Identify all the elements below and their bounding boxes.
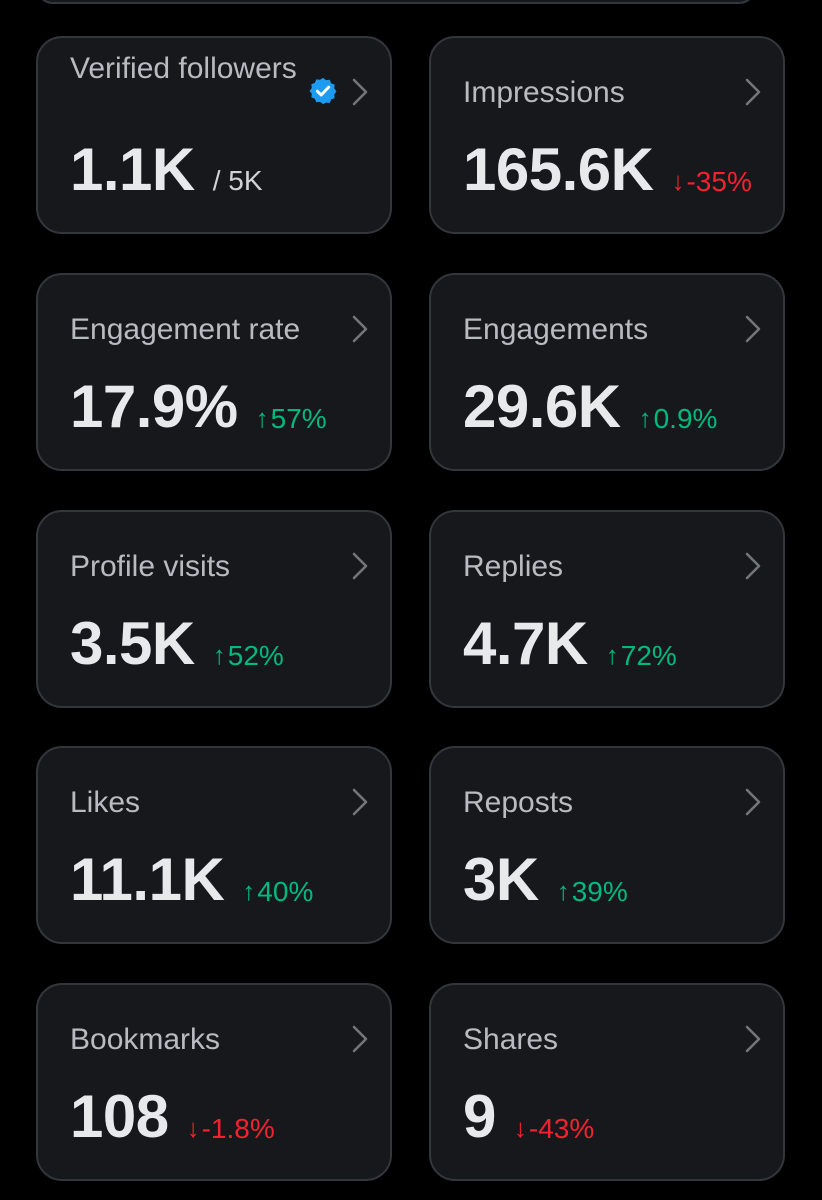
metric-title: Impressions <box>463 76 625 109</box>
metric-change: ↓ -35% <box>671 166 751 198</box>
chevron-right-icon <box>745 78 761 106</box>
metric-card-impressions[interactable]: Impressions 165.6K ↓ -35% <box>429 36 785 234</box>
metric-title: Shares <box>463 1023 559 1056</box>
arrow-down-icon: ↓ <box>186 1113 200 1143</box>
metric-card-profile-visits[interactable]: Profile visits 3.5K ↑ 52% <box>36 510 392 708</box>
chevron-right-icon <box>745 1025 761 1053</box>
metric-change-value: 39% <box>571 875 628 907</box>
chevron-right-icon <box>352 788 368 816</box>
chevron-right-icon <box>745 315 761 343</box>
metric-change: ↑ 52% <box>213 640 284 672</box>
metric-card-shares[interactable]: Shares 9 ↓ -43% <box>429 983 785 1181</box>
arrow-down-icon: ↓ <box>513 1113 527 1143</box>
metric-change: ↓ -1.8% <box>187 1113 275 1145</box>
metric-title: Reposts <box>463 786 574 819</box>
metric-title: Profile visits <box>70 550 231 583</box>
metric-title: Engagements <box>463 313 649 346</box>
chevron-right-icon <box>352 552 368 580</box>
metric-change-value: -43% <box>528 1112 595 1144</box>
chevron-right-icon <box>352 315 368 343</box>
arrow-up-icon: ↑ <box>255 403 269 433</box>
metric-value: 3K <box>463 846 539 913</box>
metric-denominator: / 5K <box>212 165 263 196</box>
metric-title: Replies <box>463 550 564 583</box>
metric-value: 3.5K <box>70 610 195 677</box>
metric-change: ↑ 40% <box>242 876 313 908</box>
metric-card-verified-followers[interactable]: Verified followers 1.1K / 5K <box>36 36 392 234</box>
arrow-up-icon: ↑ <box>212 640 226 670</box>
metric-change-value: 0.9% <box>653 402 718 434</box>
metric-card-replies[interactable]: Replies 4.7K ↑ 72% <box>429 510 785 708</box>
metric-title: Likes <box>70 786 141 819</box>
metric-title: Engagement rate <box>70 313 301 346</box>
arrow-up-icon: ↑ <box>242 876 256 906</box>
arrow-up-icon: ↑ <box>556 876 570 906</box>
metric-title: Verified followers <box>70 52 297 85</box>
chevron-right-icon <box>352 78 368 106</box>
metric-title: Bookmarks <box>70 1023 221 1056</box>
metric-change-value: 72% <box>620 639 677 671</box>
metric-change-value: 52% <box>227 639 284 671</box>
metric-change-value: -35% <box>686 165 752 197</box>
metric-change: ↑ 57% <box>256 403 327 435</box>
chevron-right-icon <box>745 788 761 816</box>
metric-card-bookmarks[interactable]: Bookmarks 108 ↓ -1.8% <box>36 983 392 1181</box>
metric-change: ↑ 72% <box>606 640 677 672</box>
verified-badge-icon <box>309 77 337 105</box>
arrow-down-icon: ↓ <box>671 166 685 196</box>
arrow-up-icon: ↑ <box>638 403 652 433</box>
metric-value: 9 <box>463 1083 496 1150</box>
metric-value: 165.6K <box>463 136 654 203</box>
metric-change: ↑ 39% <box>557 876 628 908</box>
chevron-right-icon <box>352 1025 368 1053</box>
metric-change-value: -1.8% <box>201 1112 275 1144</box>
metric-change-value: 40% <box>257 875 314 907</box>
metric-value: 108 <box>70 1083 169 1150</box>
previous-card-edge <box>36 0 756 4</box>
metric-card-engagement-rate[interactable]: Engagement rate 17.9% ↑ 57% <box>36 273 392 471</box>
metric-value: 29.6K <box>463 373 621 440</box>
metric-value: 4.7K <box>463 610 588 677</box>
metric-card-likes[interactable]: Likes 11.1K ↑ 40% <box>36 746 392 944</box>
metric-value: 11.1K <box>70 846 225 913</box>
arrow-up-icon: ↑ <box>605 640 619 670</box>
metric-value: 1.1K <box>70 136 195 203</box>
metric-value: 17.9% <box>70 373 238 440</box>
metric-change: ↑ 0.9% <box>639 403 718 435</box>
metric-card-reposts[interactable]: Reposts 3K ↑ 39% <box>429 746 785 944</box>
metric-change-value: 57% <box>270 402 327 434</box>
chevron-right-icon <box>745 552 761 580</box>
metric-card-engagements[interactable]: Engagements 29.6K ↑ 0.9% <box>429 273 785 471</box>
metric-change: ↓ -43% <box>514 1113 594 1145</box>
